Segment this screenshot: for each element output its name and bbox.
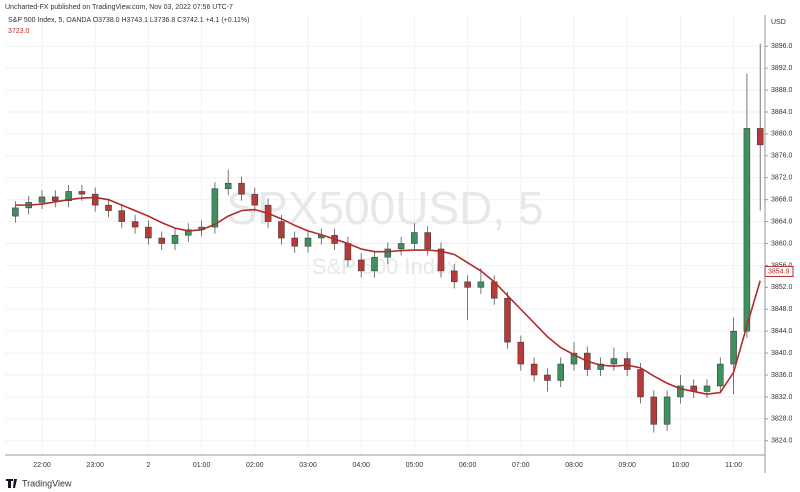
- candle-body: [703, 385, 711, 392]
- candle-body: [437, 248, 445, 272]
- candle-body: [544, 374, 551, 381]
- candle-body: [291, 237, 298, 247]
- candle-body: [371, 256, 378, 272]
- y-tick-label: 3884.0: [771, 109, 793, 116]
- candle-body: [597, 363, 604, 370]
- y-tick-label: 3856.0: [771, 262, 793, 269]
- y-tick-label: 3832.0: [771, 394, 793, 401]
- y-tick-label: 3828.0: [771, 416, 793, 423]
- x-tick-label: 01:00: [193, 462, 211, 469]
- candle-body: [637, 369, 644, 398]
- y-tick-label: 3880.0: [771, 131, 793, 138]
- x-tick-label: 06:00: [459, 462, 477, 469]
- candle-body: [344, 243, 352, 261]
- y-tick-label: 3868.0: [771, 197, 793, 204]
- candle-body: [451, 270, 458, 283]
- x-tick-label: 02:00: [246, 462, 264, 469]
- price-label-box: [764, 265, 794, 277]
- y-tick-label: 3840.0: [771, 350, 793, 357]
- watermark-subtitle: S&P 500 Index: [312, 254, 458, 279]
- candle-body: [384, 248, 392, 258]
- candle-body: [78, 191, 86, 195]
- published-by: Uncharted-FX published on TradingView.co…: [5, 4, 233, 11]
- candle-body: [530, 363, 538, 376]
- candle-body: [131, 221, 139, 228]
- y-tick-label: 3844.0: [771, 328, 793, 335]
- candle-body: [65, 191, 72, 202]
- x-tick-label: 09:00: [618, 462, 636, 469]
- candle-body: [464, 281, 471, 288]
- x-tick-label: 03:00: [299, 462, 317, 469]
- y-tick-label: 3848.0: [771, 306, 793, 313]
- candle-body: [158, 237, 165, 244]
- candle-body: [517, 341, 525, 365]
- candle-body: [570, 352, 578, 365]
- x-tick-label: 04:00: [352, 462, 370, 469]
- brand-logo: [6, 479, 17, 488]
- candle-body: [743, 128, 751, 332]
- candle-body: [145, 226, 152, 239]
- candle-body: [411, 232, 418, 244]
- candle-body: [12, 207, 19, 217]
- candle-body: [663, 396, 671, 425]
- candle-body: [477, 281, 485, 288]
- y-tick-label: 3896.0: [771, 43, 793, 50]
- candle-body: [623, 358, 631, 370]
- x-tick-label: 23:00: [86, 462, 104, 469]
- x-tick-label: 2: [146, 462, 150, 469]
- candle-body: [171, 235, 179, 244]
- candle-body: [730, 330, 737, 365]
- candle-body: [91, 193, 99, 206]
- footer: [0, 473, 800, 492]
- candle-body: [304, 237, 312, 247]
- moving-average: [15, 196, 761, 395]
- x-tick-label: 22:00: [33, 462, 51, 469]
- y-tick-label: 3836.0: [771, 372, 793, 379]
- chart-title: S&P 500 Index, 5, OANDA O3738.0 H3743.1 …: [8, 17, 249, 24]
- candle-body: [52, 196, 59, 202]
- candle-body: [224, 182, 232, 189]
- price-label: 3854.9: [768, 268, 790, 275]
- candle-body: [677, 385, 684, 398]
- y-tick-label: 3872.0: [771, 175, 793, 182]
- y-tick-label: 3860.0: [771, 240, 793, 247]
- x-tick-label: 11:00: [725, 462, 742, 469]
- x-tick-label: 07:00: [512, 462, 530, 469]
- brand: TradingView: [22, 478, 72, 488]
- candle-body: [211, 188, 219, 228]
- candle-body: [610, 358, 618, 365]
- watermark: SPX500USD, 5: [226, 182, 543, 234]
- candle-body: [650, 396, 658, 425]
- candle-body: [185, 229, 192, 236]
- candle-body: [118, 210, 126, 222]
- y-tick-label: 3888.0: [771, 87, 793, 94]
- candle-body: [504, 298, 511, 343]
- candle-body: [557, 363, 564, 381]
- candle-body: [756, 128, 764, 146]
- currency: USD: [771, 19, 786, 26]
- y-tick-label: 3876.0: [771, 153, 793, 160]
- y-tick-label: 3824.0: [771, 438, 793, 445]
- x-tick-label: 08:00: [565, 462, 583, 469]
- candle-body: [357, 259, 365, 272]
- y-tick-label: 3864.0: [771, 218, 793, 225]
- candle-body: [105, 204, 112, 211]
- x-tick-label: 10:00: [672, 462, 690, 469]
- candle-body: [251, 193, 259, 206]
- candle-body: [38, 196, 46, 203]
- candle-body: [238, 182, 245, 195]
- chart-subtitle: 3723.0: [8, 28, 30, 35]
- candle-body: [397, 243, 405, 250]
- y-tick-label: 3892.0: [771, 65, 793, 72]
- candle-body: [424, 232, 431, 250]
- y-tick-label: 3852.0: [771, 284, 793, 291]
- candle-body: [278, 221, 285, 239]
- x-tick-label: 05:00: [406, 462, 424, 469]
- candle-body: [717, 363, 724, 387]
